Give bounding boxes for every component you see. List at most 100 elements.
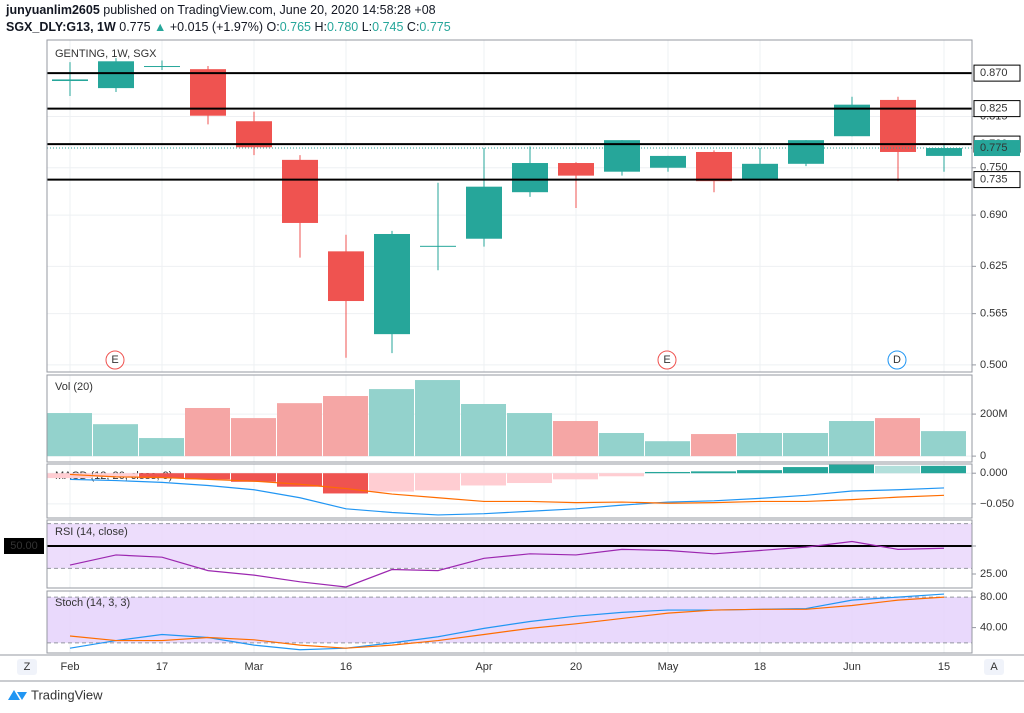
change: +0.015 (+1.97%) bbox=[170, 20, 263, 34]
x-tick-label: Apr bbox=[475, 661, 492, 673]
zoom-button-label: Z bbox=[24, 661, 31, 673]
y-tick-label: 0.690 bbox=[980, 209, 1008, 221]
histogram-bar bbox=[231, 473, 276, 482]
logo-icon bbox=[8, 690, 27, 700]
y-tick-label: 50.00 bbox=[10, 540, 38, 552]
panel-frame bbox=[46, 519, 973, 589]
x-tick-label: Mar bbox=[245, 661, 264, 673]
indicator-line bbox=[69, 596, 945, 649]
y-tick-label: 0.750 bbox=[980, 162, 1008, 174]
candle-body bbox=[834, 104, 870, 137]
candle-body bbox=[420, 245, 456, 247]
price: 0.775 bbox=[119, 20, 150, 34]
level-box bbox=[973, 64, 1021, 82]
histogram-bar bbox=[507, 473, 552, 484]
histogram-bar bbox=[553, 473, 598, 480]
histogram-bar bbox=[415, 473, 460, 491]
earnings-marker[interactable] bbox=[657, 350, 677, 370]
dividend-marker[interactable] bbox=[887, 350, 907, 370]
candle-body bbox=[236, 121, 272, 148]
histogram-bar bbox=[599, 473, 644, 477]
volume-bar bbox=[553, 421, 598, 457]
x-tick-label: Jun bbox=[843, 661, 861, 673]
panel-title: Stoch (14, 3, 3) bbox=[55, 597, 130, 609]
y-tick-label: 0.500 bbox=[980, 359, 1008, 371]
candle-body bbox=[98, 61, 134, 89]
histogram-bar bbox=[47, 473, 92, 479]
histogram-bar bbox=[139, 473, 184, 479]
candle-body bbox=[144, 66, 180, 68]
y-tick-label: 0.625 bbox=[980, 260, 1008, 272]
x-tick-label: May bbox=[658, 661, 679, 673]
volume-bar bbox=[461, 404, 506, 457]
panel-title: GENTING, 1W, SGX bbox=[55, 48, 157, 60]
panel-title: RSI (14, close) bbox=[55, 526, 128, 538]
x-tick-label: 17 bbox=[156, 661, 168, 673]
volume-bar bbox=[829, 421, 874, 457]
auto-button[interactable] bbox=[984, 659, 1004, 675]
c-key: C: bbox=[407, 20, 420, 34]
candle-body bbox=[696, 151, 732, 182]
event-label: E bbox=[111, 354, 118, 366]
panel-title: Vol (20) bbox=[55, 381, 93, 393]
candle-body bbox=[374, 233, 410, 335]
h-value: 0.780 bbox=[327, 20, 358, 34]
volume-bar bbox=[323, 396, 368, 457]
event-markers: E E D bbox=[105, 350, 907, 370]
y-tick-label: 200M bbox=[980, 408, 1008, 420]
volume-bar bbox=[139, 438, 184, 457]
band bbox=[47, 597, 972, 643]
l-value: 0.745 bbox=[372, 20, 403, 34]
candle-body bbox=[604, 140, 640, 172]
candle-body bbox=[512, 163, 548, 193]
x-tick-label: 18 bbox=[754, 661, 766, 673]
header-line-2: SGX_DLY:G13, 1W 0.775 ▲ +0.015 (+1.97%) … bbox=[6, 20, 451, 34]
candle-body bbox=[742, 163, 778, 180]
indicator-line bbox=[69, 478, 945, 516]
zoom-button[interactable] bbox=[17, 659, 37, 675]
o-value: 0.765 bbox=[280, 20, 311, 34]
histogram-bar bbox=[875, 465, 920, 474]
volume-bar bbox=[691, 434, 736, 457]
histogram-bar bbox=[369, 473, 414, 492]
author: junyuanlim2605 bbox=[5, 3, 100, 17]
x-tick-label: 15 bbox=[938, 661, 950, 673]
symbol: SGX_DLY:G13, 1W bbox=[6, 20, 116, 34]
volume-bar bbox=[875, 418, 920, 457]
y-tick-label: 0.565 bbox=[980, 308, 1008, 320]
histogram-bar bbox=[737, 470, 782, 474]
c-value: 0.775 bbox=[419, 20, 450, 34]
brand: TradingView bbox=[31, 687, 103, 702]
indicator-line bbox=[69, 593, 945, 651]
volume-bar bbox=[93, 424, 138, 457]
level-label: 0.735 bbox=[980, 173, 1008, 185]
histogram-bar bbox=[461, 473, 506, 486]
header-line-1: junyuanlim2605 published on TradingView.… bbox=[5, 3, 436, 17]
y-tick-label: 25.00 bbox=[980, 568, 1008, 580]
volume-bar bbox=[277, 403, 322, 457]
histogram-bar bbox=[185, 473, 230, 480]
level-label: 0.870 bbox=[980, 67, 1008, 79]
x-tick-label: 20 bbox=[570, 661, 582, 673]
histogram-bar bbox=[323, 473, 368, 494]
volume-bar bbox=[645, 441, 690, 457]
histogram-bar bbox=[829, 464, 874, 474]
h-key: H: bbox=[314, 20, 327, 34]
earnings-marker[interactable] bbox=[105, 350, 125, 370]
auto-button-label: A bbox=[990, 661, 998, 673]
volume-bar bbox=[921, 431, 966, 457]
last-price-box bbox=[974, 140, 1020, 157]
arrow: ▲ bbox=[154, 20, 166, 34]
volume-bar bbox=[507, 413, 552, 457]
histogram-bar bbox=[691, 471, 736, 474]
indicator-line bbox=[69, 540, 945, 588]
volume-bar bbox=[599, 433, 644, 457]
x-tick-label: 16 bbox=[340, 661, 352, 673]
level-box bbox=[973, 171, 1021, 189]
level-label: 0.825 bbox=[980, 103, 1008, 115]
x-tick-label: Feb bbox=[61, 661, 80, 673]
panel-frame bbox=[46, 463, 973, 519]
